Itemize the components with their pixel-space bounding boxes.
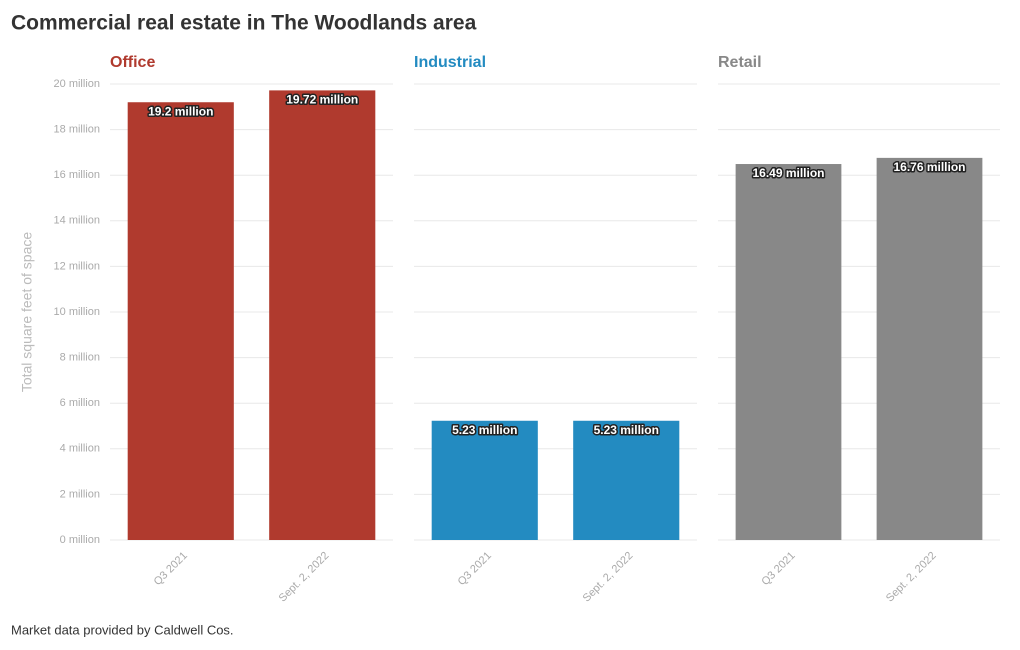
- y-tick-label: 16 million: [54, 169, 100, 181]
- y-tick-label: 6 million: [60, 397, 100, 409]
- value-label: 19.2 million: [148, 104, 213, 118]
- bar: [735, 164, 842, 540]
- y-tick-label: 10 million: [54, 306, 100, 318]
- x-tick-label: Sept. 2, 2022: [581, 550, 636, 605]
- y-tick-label: 18 million: [54, 124, 100, 136]
- value-label: 16.76 million: [893, 160, 965, 174]
- value-label: 5.23 million: [452, 423, 517, 437]
- y-tick-label: 14 million: [54, 215, 100, 227]
- x-tick-label: Q3 2021: [759, 550, 797, 588]
- x-tick-label: Q3 2021: [152, 550, 190, 588]
- value-label: 5.23 million: [594, 423, 659, 437]
- bar: [573, 420, 680, 540]
- bar: [876, 157, 983, 540]
- bar: [269, 90, 376, 540]
- panel-title: Industrial: [414, 54, 486, 71]
- bar: [127, 102, 234, 541]
- value-label: 16.49 million: [752, 166, 824, 180]
- y-tick-label: 2 million: [60, 488, 100, 500]
- panel-title: Office: [110, 54, 155, 71]
- y-tick-label: 4 million: [60, 443, 100, 455]
- value-label: 19.72 million: [286, 93, 358, 107]
- footer: Market data provided by Caldwell Cos.: [11, 622, 234, 637]
- y-tick-label: 0 million: [60, 534, 100, 546]
- chart-title: Commercial real estate in The Woodlands …: [11, 12, 477, 35]
- bar: [431, 420, 538, 540]
- y-tick-label: 20 million: [54, 78, 100, 90]
- panel-title: Retail: [718, 54, 762, 71]
- x-tick-label: Sept. 2, 2022: [277, 550, 332, 605]
- x-tick-label: Q3 2021: [456, 550, 494, 588]
- y-tick-label: 12 million: [54, 260, 100, 272]
- y-tick-label: 8 million: [60, 352, 100, 364]
- x-tick-label: Sept. 2, 2022: [884, 550, 939, 605]
- y-axis-label: Total square feet of space: [19, 232, 35, 393]
